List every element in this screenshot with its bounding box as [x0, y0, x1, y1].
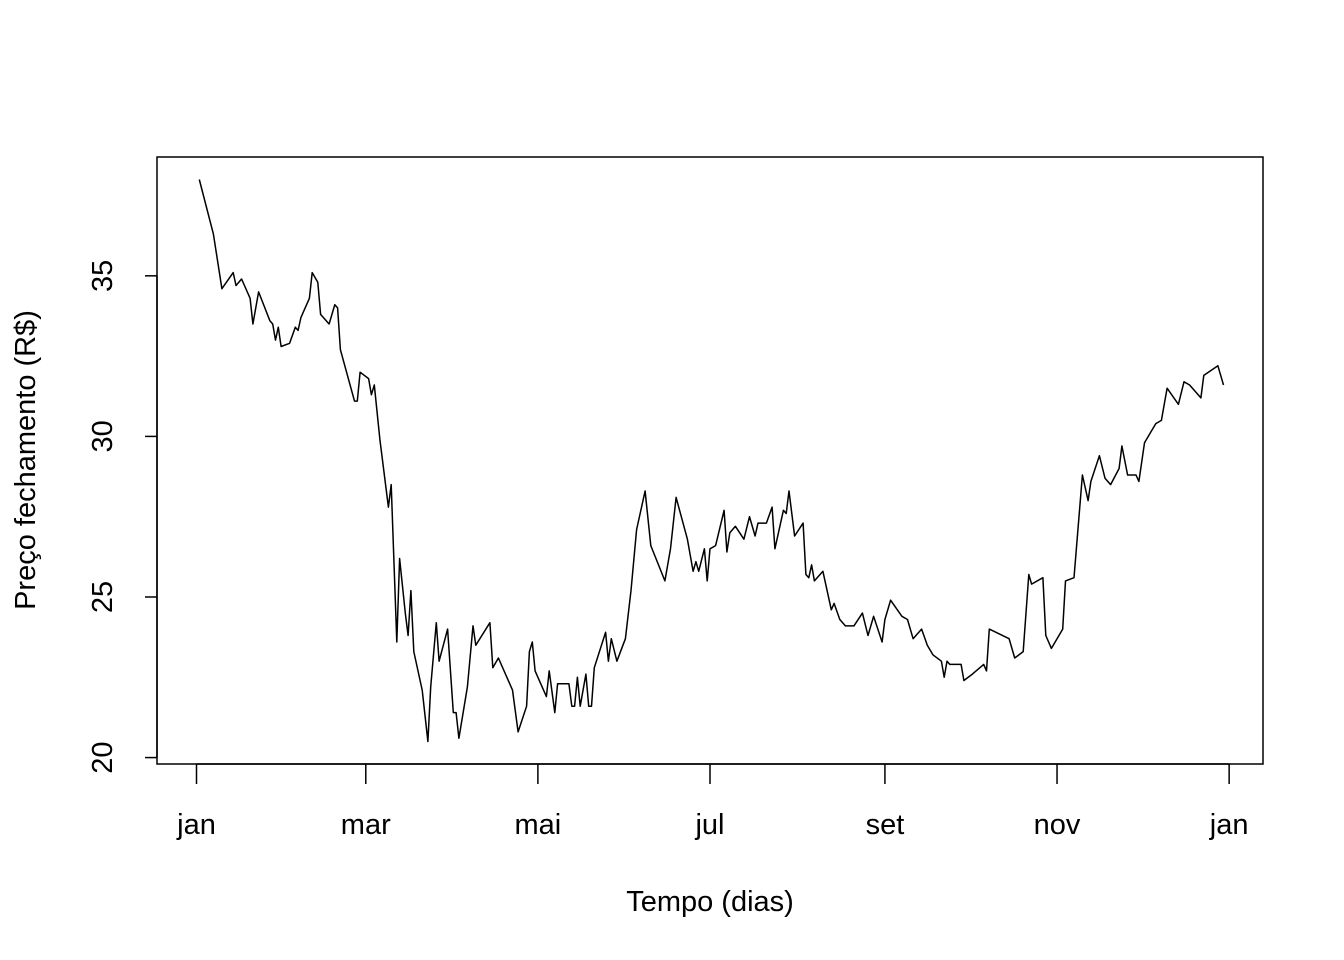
- y-tick-label: 25: [87, 581, 119, 613]
- y-tick-label: 35: [87, 260, 119, 292]
- y-axis-label: Preço fechamento (R$): [10, 310, 42, 610]
- x-axis: jan mar mai jul set nov jan: [176, 763, 1249, 841]
- x-axis-label: Tempo (dias): [626, 886, 794, 918]
- x-tick-label: set: [866, 809, 905, 841]
- x-tick-label: jan: [176, 809, 216, 841]
- x-tick-label: jan: [1209, 809, 1249, 841]
- y-tick-label: 20: [87, 741, 119, 773]
- x-tick-label: jul: [694, 809, 724, 841]
- y-tick-label: 30: [87, 420, 119, 452]
- x-tick-label: mai: [515, 809, 562, 841]
- x-tick-label: nov: [1034, 809, 1081, 841]
- y-axis: 20 25 30 35: [87, 260, 158, 774]
- x-tick-label: mar: [341, 809, 391, 841]
- price-line: [198, 179, 1225, 743]
